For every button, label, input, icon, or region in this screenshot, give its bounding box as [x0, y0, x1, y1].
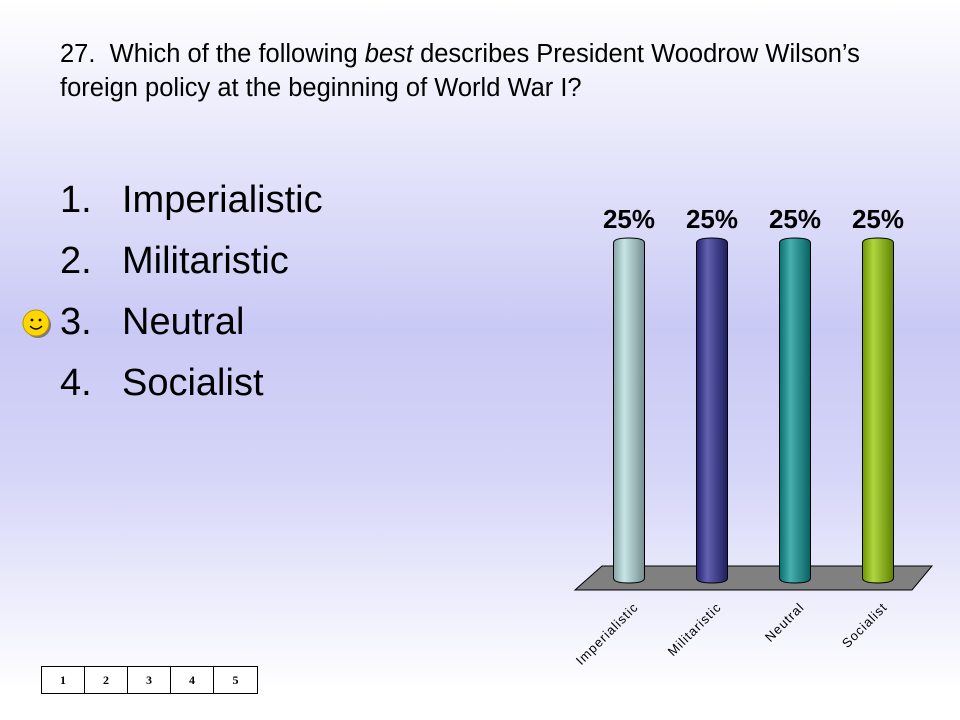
bar-value-label: 25%	[603, 204, 655, 234]
chart-floor	[573, 565, 934, 591]
option-label: Neutral	[122, 301, 245, 343]
question-number: 27.	[60, 40, 96, 68]
option-number: 3.	[60, 301, 92, 343]
category-tick-label: Neutral	[762, 600, 807, 645]
pager: 1 2 3 4 5	[41, 666, 258, 694]
answer-option[interactable]: 2. Militaristic	[60, 231, 323, 292]
pager-cell[interactable]: 3	[128, 667, 171, 693]
pager-cell[interactable]: 1	[42, 667, 85, 693]
option-label: Militaristic	[122, 240, 289, 282]
option-label: Socialist	[122, 362, 264, 404]
bar-value-label: 25%	[852, 204, 904, 234]
bar-militaristic	[696, 237, 728, 584]
bar-imperialistic	[613, 237, 645, 584]
pager-cell[interactable]: 5	[232, 672, 239, 687]
category-tick-label: Socialist	[839, 600, 890, 651]
bar-value-label: 25%	[769, 204, 821, 234]
bar-socialist	[862, 237, 894, 584]
bar-neutral	[779, 237, 811, 584]
option-number: 2.	[60, 240, 92, 282]
answer-option[interactable]: 3. Neutral	[60, 292, 323, 353]
bar-value-label: 25%	[686, 204, 738, 234]
question-text-after: describes President Woodrow Wilson’s for…	[60, 40, 860, 102]
response-bar-chart: 25% 25% 25% 25% Imperialistic Militaristic Ne…	[573, 204, 934, 668]
question-text: 27. Which of the following best describe…	[60, 37, 910, 105]
category-tick-label: Imperialistic	[573, 600, 641, 668]
answer-options: 1. Imperialistic 2. Militaristic 3. Neut…	[60, 170, 323, 414]
question-text-before: Which of the following	[109, 40, 358, 68]
question-emphasis: best	[364, 40, 413, 68]
smiley-icon	[22, 309, 51, 338]
answer-option[interactable]: 4. Socialist	[60, 353, 323, 414]
option-label: Imperialistic	[122, 179, 323, 221]
answer-option[interactable]: 1. Imperialistic	[60, 170, 323, 231]
option-number: 1.	[60, 179, 92, 221]
pager-cell[interactable]: 2	[85, 667, 128, 693]
pager-cell[interactable]: 4	[171, 667, 214, 693]
category-tick-label: Militaristic	[665, 600, 724, 659]
option-number: 4.	[60, 362, 92, 404]
